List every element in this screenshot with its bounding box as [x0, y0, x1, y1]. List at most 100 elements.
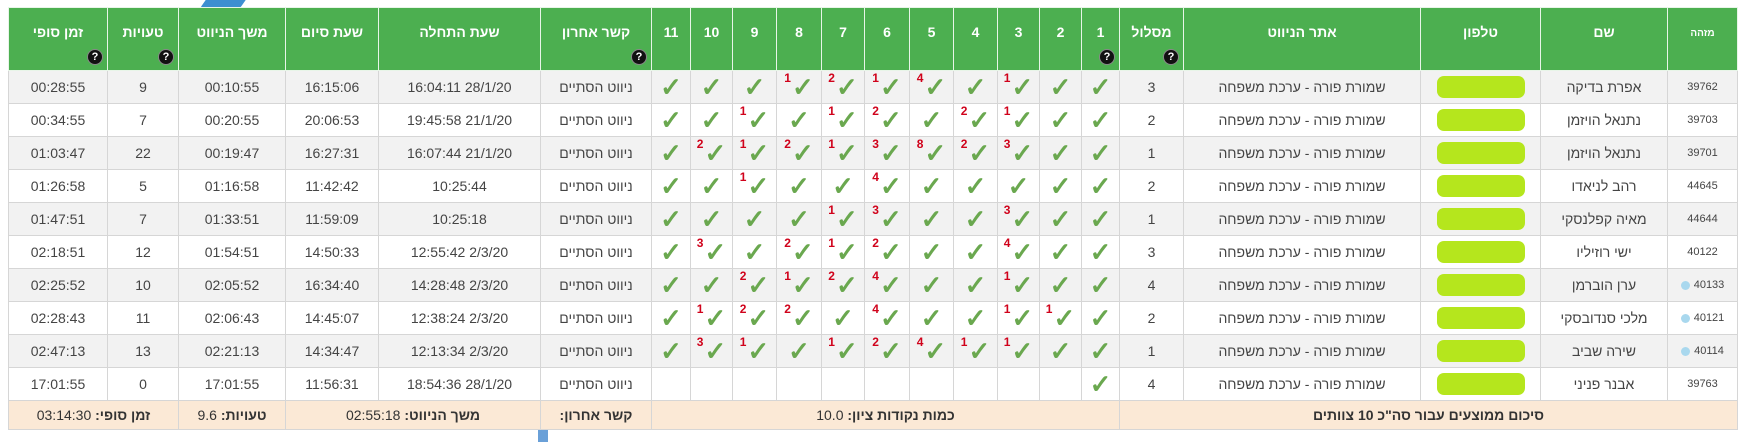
cell-checkpoint-6	[864, 367, 910, 401]
phone-redacted	[1436, 373, 1525, 395]
checkpoint-content: 1 ✓	[692, 303, 732, 334]
col-header-checkpoint-10[interactable]: 10	[690, 7, 733, 71]
table-row[interactable]: 44644 מאיה קפלנסקי שמורת פורה - ערכת משפחה…	[8, 202, 1738, 236]
check-icon: ✓	[968, 105, 991, 135]
checkpoint-error-count: 1	[739, 104, 747, 118]
checkpoint-content: 1 ✓	[734, 171, 776, 202]
col-header-duration[interactable]: משך הניווט	[178, 7, 286, 71]
check-icon: ✓	[747, 336, 770, 366]
checkpoint-error-count: 1	[960, 335, 968, 349]
cell-end: 14:45:07	[285, 301, 379, 335]
col-header-checkpoint-3[interactable]: 3	[997, 7, 1040, 71]
table-row[interactable]: 39763 אבנר פניני שמורת פורה - ערכת משפחה 4 ✓…	[8, 367, 1738, 401]
help-icon[interactable]: ?	[1099, 49, 1115, 65]
cell-checkpoint-9: ✓	[732, 235, 777, 269]
table-row[interactable]: 40133 ערן הוברמן שמורת פורה - ערכת משפחה 4 ✓…	[8, 268, 1738, 302]
col-header-label: שעת סיום	[300, 24, 364, 40]
cell-checkpoint-3: 1 ✓	[997, 334, 1040, 368]
cell-checkpoint-10: 3 ✓	[690, 334, 733, 368]
col-header-start[interactable]: שעת התחלה	[378, 7, 541, 71]
table-row[interactable]: 39701 נתנאל הויזמן שמורת פורה - ערכת משפחה…	[8, 136, 1738, 170]
summary-checkpoints-label: כמות נקודות ציון:	[847, 407, 955, 423]
col-header-checkpoint-9[interactable]: 9	[732, 7, 777, 71]
checkpoint-content: 1 ✓	[955, 335, 997, 367]
cell-checkpoint-3: 4 ✓	[997, 235, 1040, 269]
col-header-last-contact[interactable]: קשר אחרון?	[540, 7, 652, 71]
cell-duration: 17:01:55	[178, 367, 286, 401]
col-header-checkpoint-7[interactable]: 7	[821, 7, 865, 71]
checkpoint-content	[692, 369, 732, 400]
cell-site: שמורת פורה - ערכת משפחה	[1183, 334, 1421, 368]
checkpoint-error-count: 4	[872, 170, 879, 184]
cell-checkpoint-9	[732, 367, 777, 401]
col-header-end[interactable]: שעת סיום	[285, 7, 379, 71]
check-icon: ✓	[700, 204, 723, 234]
cell-phone	[1420, 169, 1541, 203]
check-icon: ✓	[791, 237, 814, 267]
col-header-site[interactable]: אתר הניווט	[1183, 7, 1421, 71]
table-row[interactable]: 40122 ישי רוזיליו שמורת פורה - ערכת משפחה 3…	[8, 235, 1738, 269]
checkpoint-content: 2 ✓	[778, 138, 821, 169]
help-icon[interactable]: ?	[631, 49, 647, 65]
checkpoint-content: 3 ✓	[692, 336, 732, 367]
check-icon: ✓	[660, 303, 682, 333]
col-header-name[interactable]: שם	[1540, 7, 1668, 71]
checkpoint-error-count: 1	[1003, 104, 1011, 118]
col-header-phone[interactable]: טלפון	[1420, 7, 1541, 71]
col-header-checkpoint-1[interactable]: 1?	[1081, 7, 1120, 71]
phone-redacted	[1436, 76, 1525, 98]
summary-errors: טעויות: 9.6	[178, 400, 286, 430]
cell-checkpoint-5: ✓	[909, 202, 954, 236]
check-icon: ✓	[968, 336, 991, 366]
checkpoint-content	[778, 369, 821, 400]
check-icon: ✓	[704, 336, 727, 366]
check-icon: ✓	[1049, 105, 1072, 135]
cell-route: 2	[1119, 169, 1184, 203]
help-icon[interactable]: ?	[87, 49, 103, 65]
checkpoint-content: ✓	[1041, 138, 1081, 169]
cell-name: נתנאל הויזמן	[1540, 103, 1668, 137]
cell-checkpoint-4: 2 ✓	[953, 103, 998, 137]
col-header-checkpoint-2[interactable]: 2	[1039, 7, 1082, 71]
summary-checkpoints-value: 10.0	[816, 407, 844, 423]
checkpoint-content	[734, 369, 776, 400]
phone-redacted	[1436, 208, 1525, 230]
checkpoint-content: ✓	[1083, 270, 1119, 301]
cell-checkpoint-1: ✓	[1081, 136, 1120, 170]
col-header-checkpoint-6[interactable]: 6	[864, 7, 910, 71]
col-header-errors[interactable]: טעויות?	[107, 7, 179, 71]
table-row[interactable]: 39703 נתנאל הויזמן שמורת פורה - ערכת משפחה…	[8, 103, 1738, 137]
check-icon: ✓	[1089, 303, 1112, 333]
checkpoint-content	[823, 369, 864, 400]
phone-redacted	[1436, 340, 1525, 362]
checkpoint-content: 2 ✓	[823, 72, 864, 103]
cell-final: 01:26:58	[8, 169, 108, 203]
help-icon[interactable]: ?	[1163, 49, 1179, 65]
cell-last-contact: ניווט הסתיים	[540, 268, 652, 302]
col-header-final[interactable]: זמן סופי?	[8, 7, 108, 71]
col-header-id[interactable]: מזהה	[1667, 7, 1738, 71]
table-row[interactable]: 39762 אפרת בדיקה שמורת פורה - ערכת משפחה 3 ✓…	[8, 70, 1738, 104]
cell-id: 44644	[1667, 202, 1738, 236]
col-header-checkpoint-8[interactable]: 8	[776, 7, 822, 71]
table-row[interactable]: 44645 רהב לניאדו שמורת פורה - ערכת משפחה 2 ✓…	[8, 169, 1738, 203]
cell-site: שמורת פורה - ערכת משפחה	[1183, 235, 1421, 269]
cell-checkpoint-9: 2 ✓	[732, 301, 777, 335]
cell-checkpoint-11: ✓	[651, 235, 691, 269]
cell-final: 00:34:55	[8, 103, 108, 137]
table-row[interactable]: 40114 שירה שביב שמורת פורה - ערכת משפחה 1 ✓ ✓…	[8, 334, 1738, 368]
check-icon: ✓	[791, 138, 814, 168]
help-icon[interactable]: ?	[158, 49, 174, 65]
cell-checkpoint-6: 2 ✓	[864, 103, 910, 137]
col-header-route[interactable]: מסלול?	[1119, 7, 1184, 71]
checkpoint-content: 2 ✓	[778, 303, 821, 334]
phone-redacted	[1436, 274, 1525, 296]
col-header-checkpoint-4[interactable]: 4	[953, 7, 998, 71]
table-row[interactable]: 40121 מלכי סנדובסקי שמורת פורה - ערכת משפח…	[8, 301, 1738, 335]
status-dot-icon	[1680, 313, 1690, 323]
cell-checkpoint-6: 3 ✓	[864, 202, 910, 236]
cell-errors: 7	[107, 103, 179, 137]
col-header-checkpoint-11[interactable]: 11	[651, 7, 691, 71]
col-header-checkpoint-5[interactable]: 5	[909, 7, 954, 71]
cell-phone	[1420, 334, 1541, 368]
